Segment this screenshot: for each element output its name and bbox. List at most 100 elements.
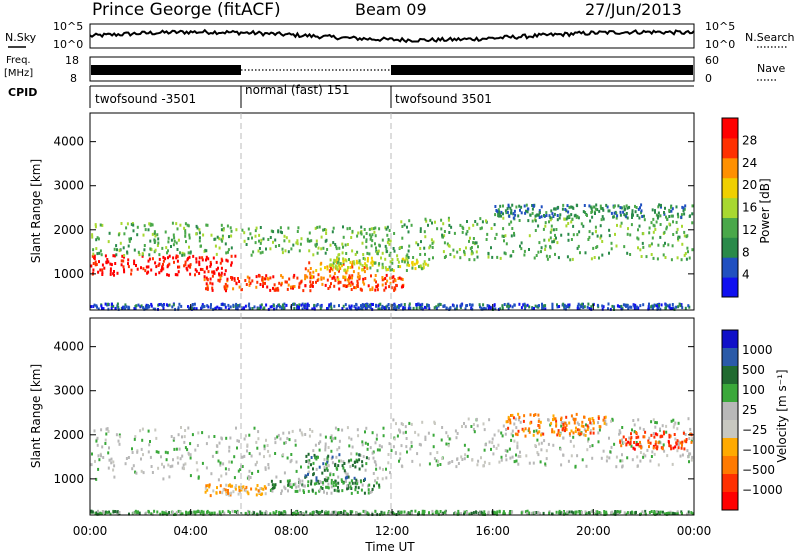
vel-cells-cell	[257, 437, 260, 441]
vel-cells-cell	[189, 442, 192, 446]
vel-cells-cell	[505, 458, 508, 462]
vel-cells-cell	[395, 422, 397, 426]
vel-cells-cell	[436, 510, 439, 514]
power-cells-cell	[468, 303, 471, 307]
vel-cells-cell	[688, 460, 690, 464]
power-cells-cell	[206, 278, 209, 282]
power-cells-cell	[158, 257, 161, 261]
vel-cells-cell	[164, 450, 167, 454]
power-cells-cell	[465, 246, 467, 250]
power-cells-cell	[320, 247, 323, 251]
velocity-colorbar-swatch	[722, 330, 738, 349]
vel-cells-cell	[551, 430, 554, 434]
vel-cells-cell	[547, 442, 550, 446]
power-cells-cell	[170, 245, 172, 248]
vel-cells-cell	[90, 463, 93, 467]
power-cells-cell	[184, 260, 187, 264]
power-cells-cell	[368, 233, 371, 237]
power-cells-cell	[260, 303, 263, 307]
power-cells-cell	[659, 214, 662, 218]
power-cells-cell	[403, 306, 406, 310]
vel-cells-cell	[464, 453, 467, 457]
power-cells-cell	[419, 253, 422, 256]
power-cells-cell	[369, 305, 371, 309]
velocity-colorbar-swatch	[722, 438, 738, 457]
vel-cells-cell	[263, 485, 266, 489]
power-cells-cell	[615, 211, 618, 215]
power-cells-cell	[154, 261, 157, 265]
vel-cells-cell	[150, 465, 153, 468]
vel-cells-cell	[575, 412, 578, 416]
power-cells-cell	[143, 248, 146, 252]
vel-cells-cell	[388, 510, 391, 514]
vel-cells-cell	[324, 442, 327, 446]
power-cells-cell	[599, 206, 602, 210]
vel-cells-cell	[676, 439, 679, 443]
power-cells-cell	[92, 248, 95, 252]
vel-cells-cell	[410, 511, 413, 515]
vel-cells-cell	[304, 433, 307, 436]
vel-cells-cell	[265, 438, 267, 442]
power-cells-cell	[361, 241, 364, 245]
vel-cells-cell	[271, 483, 274, 487]
power-cells-cell	[316, 303, 319, 306]
vel-cells-cell	[112, 460, 115, 464]
vel-cells-cell	[670, 447, 673, 451]
power-cells-cell	[144, 228, 147, 232]
power-cells-cell	[332, 265, 335, 269]
vel-cells-cell	[255, 440, 258, 444]
power-cells-cell	[684, 306, 687, 310]
power-cells-cell	[508, 214, 511, 218]
power-cells-cell	[258, 239, 260, 243]
power-cells-cell	[429, 218, 432, 222]
vel-cells-cell	[325, 467, 328, 471]
vel-cells-cell	[216, 486, 218, 490]
power-cells-cell	[545, 214, 548, 217]
vel-cells-cell	[399, 457, 402, 461]
vel-cells-cell	[297, 477, 300, 481]
noise-ytick-top-right: 10^5	[705, 20, 735, 33]
vel-cells-cell	[635, 441, 638, 444]
vel-cells-cell	[279, 480, 282, 484]
vel-cells-cell	[364, 430, 366, 434]
power-cells-cell	[229, 305, 232, 309]
vel-cells-cell	[648, 445, 650, 449]
power-cells-cell	[402, 306, 405, 310]
velocity-data-cells	[90, 412, 694, 516]
vel-cells-cell	[691, 437, 694, 441]
vel-cells-cell	[691, 455, 694, 459]
vel-cells-cell	[179, 457, 182, 461]
power-cells-cell	[494, 236, 497, 240]
power-cells-cell	[132, 229, 135, 233]
vel-cells-cell	[128, 512, 130, 516]
power-cells-cell	[157, 241, 160, 245]
power-cells-cell	[584, 251, 587, 255]
power-cells-cell	[553, 212, 556, 216]
power-cells-cell	[176, 255, 179, 259]
freq-bar-segment-1	[91, 65, 241, 75]
power-cells-cell	[272, 240, 274, 244]
power-cells-cell	[146, 304, 149, 307]
ytick-label: 2000	[53, 428, 84, 442]
power-cells-cell	[171, 221, 174, 225]
vel-cells-cell	[104, 442, 107, 445]
power-cells-cell	[285, 236, 288, 240]
power-cells-cell	[635, 206, 638, 209]
power-cells-cell	[238, 304, 241, 308]
power-cells-cell	[390, 286, 393, 290]
vel-cells-cell	[206, 488, 209, 492]
power-cells-cell	[456, 304, 458, 308]
power-cells-cell	[335, 247, 338, 251]
vel-cells-cell	[206, 484, 209, 488]
vel-cells-cell	[348, 444, 351, 448]
power-cells-cell	[592, 246, 595, 250]
power-cells-cell	[498, 212, 501, 216]
power-cells-cell	[657, 214, 660, 218]
power-cells-cell	[353, 286, 356, 290]
vel-cells-cell	[367, 488, 370, 492]
vel-cells-cell	[387, 511, 390, 515]
vel-cells-cell	[388, 442, 391, 446]
vel-cells-cell	[683, 439, 686, 443]
power-cells-cell	[520, 241, 523, 245]
